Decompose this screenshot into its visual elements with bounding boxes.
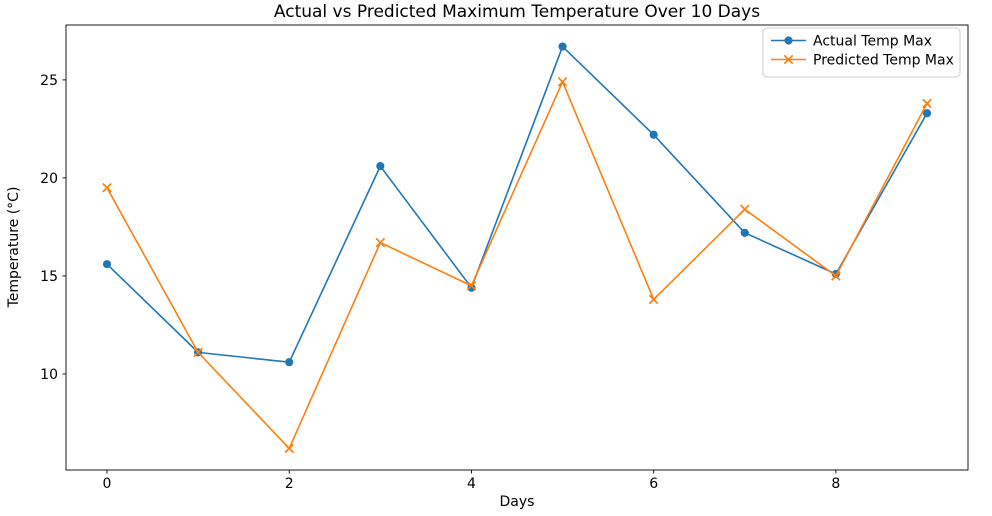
data-point-circle: [376, 162, 385, 171]
legend-box: [762, 27, 961, 78]
x-tick-label: 4: [467, 476, 476, 492]
y-tick-label: 10: [40, 367, 58, 383]
plot-area: 0 2 4 6 8 10 15 20 25: [40, 24, 969, 492]
series-line-predicted-temp-max: [106, 81, 928, 450]
legend-item-predicted-temp-max: Predicted Temp Max: [771, 53, 954, 69]
y-tick-label: 15: [40, 269, 58, 285]
data-point-circle: [922, 109, 932, 118]
y-tick-label: 20: [40, 171, 58, 187]
x-tick-label: 6: [649, 476, 658, 492]
y-axis-label: Temperature (°C): [6, 187, 22, 309]
y-tick-label: 25: [40, 73, 58, 89]
data-point-x: [557, 77, 568, 87]
x-tick-label: 0: [103, 476, 112, 492]
data-point-x: [739, 204, 750, 215]
data-point-x: [831, 271, 841, 281]
data-point-circle: [740, 228, 749, 237]
data-point-circle: [649, 130, 658, 139]
data-point-x: [193, 347, 203, 358]
data-point-circle: [558, 42, 567, 51]
x-tick-label: 8: [831, 476, 840, 492]
data-point-x: [922, 98, 932, 109]
data-point-circle: [285, 358, 294, 367]
data-point-x: [466, 280, 477, 291]
data-point-circle: [102, 260, 112, 269]
chart-title: Actual vs Predicted Maximum Temperature …: [274, 2, 760, 22]
plot-border: [65, 24, 969, 471]
data-point-x: [648, 294, 659, 305]
series-line-actual-temp-max: [106, 45, 928, 363]
x-tick-label: 2: [285, 476, 294, 492]
legend-label: Actual Temp Max: [813, 34, 932, 50]
data-point-x: [375, 237, 386, 248]
x-axis-label: Days: [500, 494, 535, 510]
data-point-x: [102, 182, 112, 193]
data-point-x: [783, 54, 794, 65]
legend-item-actual-temp-max: Actual Temp Max: [771, 34, 932, 50]
data-point-x: [284, 443, 295, 454]
data-point-circle: [784, 36, 793, 45]
legend: Actual Temp Max Predicted Temp Max: [762, 27, 961, 78]
series-predicted-temp-max: [102, 77, 932, 454]
legend-label: Predicted Temp Max: [813, 53, 954, 69]
